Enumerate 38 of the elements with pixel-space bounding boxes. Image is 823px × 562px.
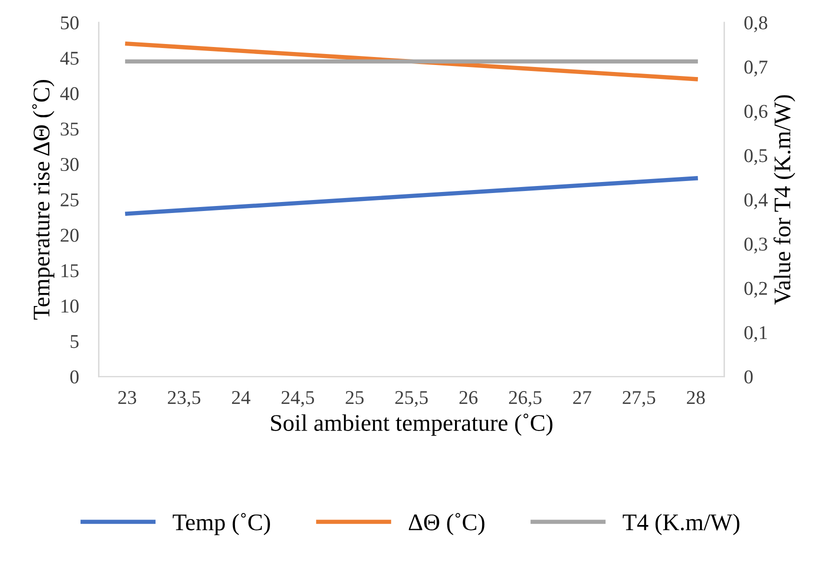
y-tick-label: 10 xyxy=(62,300,79,313)
y-tick-label: 35 xyxy=(60,122,79,136)
x-tick-label: 23 xyxy=(118,391,136,404)
y-tick-label: 45 xyxy=(60,52,79,65)
x-tick-label: 23,5 xyxy=(168,391,200,407)
y2-tick-label: 0,3 xyxy=(744,238,768,254)
y2-tick-label: 0,2 xyxy=(744,282,767,298)
y2-tick-label: 0,7 xyxy=(744,60,768,76)
x-axis-title: Soil ambient temperature (˚C) xyxy=(271,414,552,436)
legend-label: T4 (K.m/W) xyxy=(622,514,740,536)
x-tick-label: 24 xyxy=(232,391,250,404)
y-tick-label: 15 xyxy=(62,264,79,278)
x-tick-label: 25,5 xyxy=(395,391,428,407)
legend-label: Temp (˚C) xyxy=(172,513,270,536)
y2-tick-label: 0,6 xyxy=(744,104,768,121)
y2-tick-label: 0 xyxy=(744,370,753,384)
y-tick-label: 5 xyxy=(70,335,79,348)
line-series xyxy=(125,176,698,216)
y2-tick-label: 0,8 xyxy=(744,16,768,32)
y-axis-title: Temperature rise ΔΘ (˚C) xyxy=(32,80,54,320)
y-tick-label: 0 xyxy=(70,370,79,384)
y-tick-label: 25 xyxy=(60,193,79,206)
y-tick-label: 40 xyxy=(60,87,79,100)
x-tick-label: 26 xyxy=(459,391,478,404)
y2-tick-label: 0,4 xyxy=(744,193,768,210)
y2-tick-label: 0,5 xyxy=(744,149,768,165)
y-tick-label: 20 xyxy=(60,228,79,242)
x-tick-label: 25 xyxy=(346,391,364,404)
y2-axis-title: Value for T4 (K.m/W) xyxy=(774,95,796,305)
x-tick-label: 27 xyxy=(573,391,592,404)
x-tick-label: 26,5 xyxy=(509,391,542,407)
x-tick-label: 28 xyxy=(686,390,705,404)
y-tick-label: 30 xyxy=(60,158,79,172)
legend-label: ΔΘ (˚C) xyxy=(408,513,484,536)
x-tick-label: 27,5 xyxy=(622,391,656,407)
y2-tick-label: 0,1 xyxy=(744,326,767,342)
x-tick-label: 24,5 xyxy=(282,391,314,407)
y-tick-label: 50 xyxy=(61,16,79,30)
